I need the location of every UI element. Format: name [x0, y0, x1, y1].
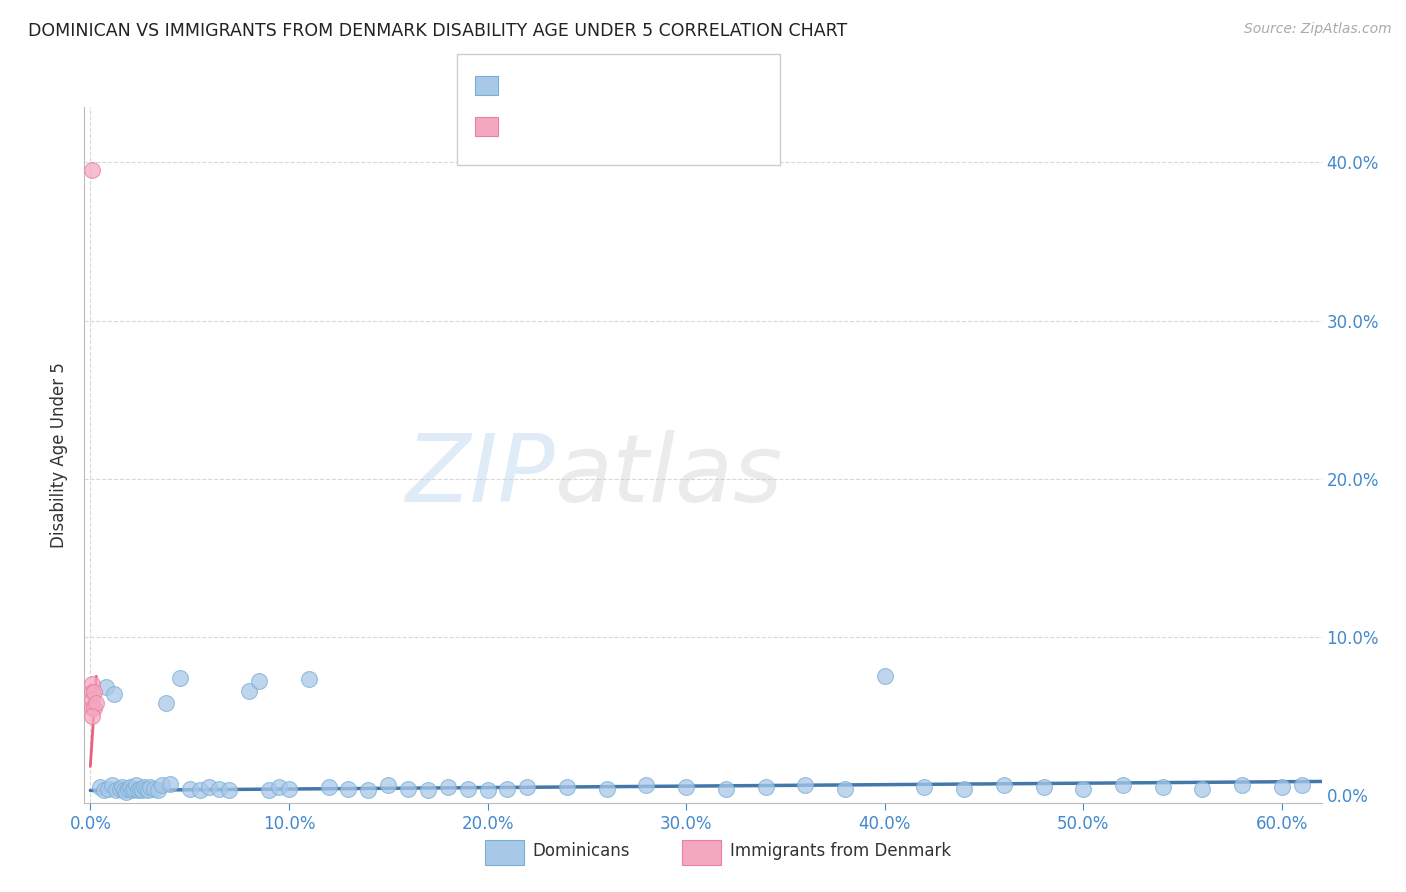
Point — [159, 777, 181, 791]
Point — [1071, 781, 1094, 796]
Point — [97, 781, 120, 796]
Point — [101, 778, 124, 792]
Point — [82, 677, 104, 691]
Text: N =: N = — [612, 119, 651, 136]
Point — [115, 785, 138, 799]
Point — [169, 671, 191, 685]
Point — [257, 783, 280, 797]
Point — [416, 783, 439, 797]
Text: DOMINICAN VS IMMIGRANTS FROM DENMARK DISABILITY AGE UNDER 5 CORRELATION CHART: DOMINICAN VS IMMIGRANTS FROM DENMARK DIS… — [28, 22, 848, 40]
Point — [103, 687, 125, 701]
Point — [121, 783, 143, 797]
Point — [93, 783, 115, 797]
Point — [555, 780, 578, 794]
Point — [1191, 781, 1213, 796]
Point — [496, 781, 519, 796]
Text: 0.168: 0.168 — [547, 78, 605, 95]
Point — [108, 781, 131, 796]
Point — [238, 683, 260, 698]
Point — [82, 701, 104, 715]
Point — [754, 780, 776, 794]
Text: 9: 9 — [651, 119, 664, 136]
Point — [1271, 780, 1294, 794]
Point — [298, 673, 321, 687]
Point — [993, 778, 1015, 792]
Point — [318, 780, 340, 794]
Text: atlas: atlas — [554, 430, 783, 521]
Point — [131, 783, 153, 797]
Point — [117, 781, 139, 796]
Point — [83, 701, 105, 715]
Point — [135, 781, 157, 796]
Point — [1230, 778, 1253, 792]
Point — [377, 778, 399, 792]
Point — [129, 781, 152, 796]
Point — [122, 781, 145, 796]
Point — [142, 781, 165, 796]
Point — [188, 783, 211, 797]
Point — [636, 778, 658, 792]
Point — [1032, 780, 1054, 794]
Point — [337, 781, 360, 796]
Point — [146, 783, 169, 797]
Point — [127, 783, 149, 797]
Point — [83, 685, 105, 699]
Point — [105, 783, 128, 797]
Text: ZIP: ZIP — [405, 430, 554, 521]
Point — [595, 781, 617, 796]
Point — [155, 696, 177, 710]
Point — [118, 780, 141, 794]
Point — [132, 780, 155, 794]
Text: Source: ZipAtlas.com: Source: ZipAtlas.com — [1244, 22, 1392, 37]
Point — [912, 780, 935, 794]
Point — [516, 780, 538, 794]
Point — [714, 781, 737, 796]
Point — [150, 778, 173, 792]
Point — [873, 669, 896, 683]
Point — [82, 685, 104, 699]
Point — [675, 780, 697, 794]
Point — [247, 674, 270, 689]
Text: 0.757: 0.757 — [547, 119, 603, 136]
Point — [794, 778, 817, 792]
Point — [139, 780, 162, 794]
Point — [82, 708, 104, 723]
Point — [125, 778, 148, 792]
Point — [457, 781, 479, 796]
Point — [953, 781, 976, 796]
Point — [277, 781, 299, 796]
Point — [357, 783, 380, 797]
Point — [1152, 780, 1174, 794]
Point — [84, 696, 107, 710]
Point — [112, 783, 135, 797]
Point — [198, 780, 221, 794]
Text: Dominicans: Dominicans — [533, 842, 630, 860]
Point — [82, 163, 104, 178]
Point — [436, 780, 458, 794]
Text: N =: N = — [612, 78, 651, 95]
Text: R =: R = — [508, 78, 547, 95]
Point — [218, 783, 240, 797]
Point — [477, 783, 499, 797]
Point — [834, 781, 856, 796]
Point — [208, 781, 231, 796]
Point — [179, 781, 201, 796]
Point — [111, 780, 134, 794]
Y-axis label: Disability Age Under 5: Disability Age Under 5 — [51, 362, 69, 548]
Point — [82, 693, 104, 707]
Text: R =: R = — [508, 119, 547, 136]
Point — [267, 780, 290, 794]
Point — [396, 781, 419, 796]
Point — [1291, 778, 1313, 792]
Point — [136, 783, 159, 797]
Point — [1112, 778, 1135, 792]
Point — [96, 681, 118, 695]
Point — [89, 780, 111, 794]
Text: 69: 69 — [651, 78, 676, 95]
Text: Immigrants from Denmark: Immigrants from Denmark — [730, 842, 950, 860]
